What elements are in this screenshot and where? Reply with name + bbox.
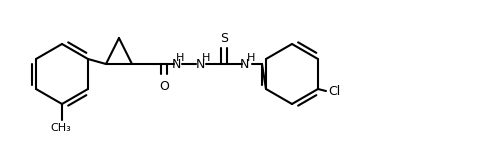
Text: N: N — [171, 58, 180, 71]
Text: N: N — [239, 58, 248, 71]
Text: Cl: Cl — [328, 85, 340, 98]
Text: H: H — [176, 53, 184, 63]
Text: N: N — [195, 58, 205, 71]
Text: S: S — [220, 33, 228, 45]
Text: H: H — [247, 53, 255, 63]
Text: H: H — [202, 53, 210, 63]
Text: O: O — [159, 81, 169, 94]
Text: CH₃: CH₃ — [50, 123, 72, 133]
